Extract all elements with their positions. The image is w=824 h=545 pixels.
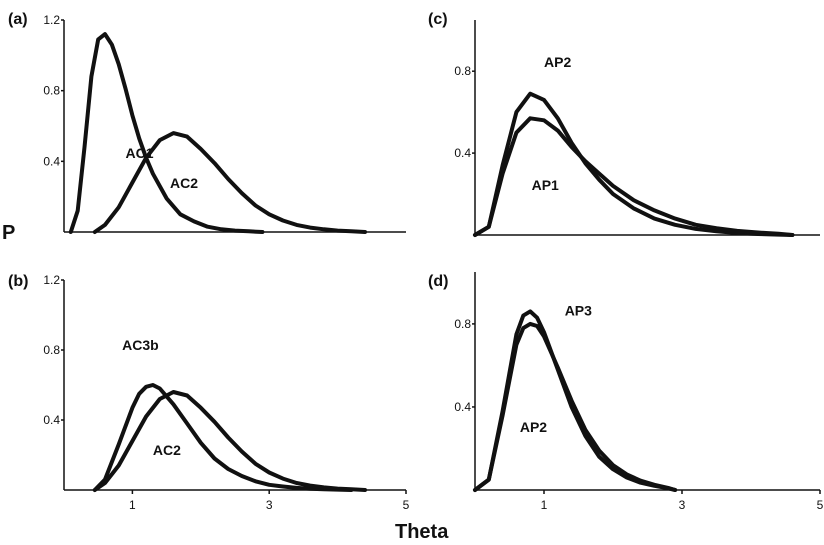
panel-a-y-tick-label: 0.4 <box>43 154 60 168</box>
panel-d-x-tick-label: 1 <box>541 498 548 512</box>
panel-c-y-tick-label: 0.8 <box>454 64 471 78</box>
panel-d-x-tick-label: 5 <box>817 498 824 512</box>
panel-a-curve-label: AC1 <box>126 145 154 161</box>
panel-b-y-tick-label: 1.2 <box>43 273 60 287</box>
panel-a-y-tick-label: 1.2 <box>43 13 60 27</box>
panel-d-series-ap2 <box>473 321 678 492</box>
panel-a-series-ac2 <box>92 131 367 234</box>
panel-b-curve-label: AC2 <box>153 442 181 458</box>
panel-c-label: (c) <box>428 11 448 28</box>
panel-b-series-ac3b <box>92 383 354 492</box>
panel-c-series-ap1 <box>473 116 795 237</box>
panel-b-y-tick-label: 0.8 <box>43 343 60 357</box>
panel-b-curve-label: AC3b <box>122 337 159 353</box>
panel-b-series-ac2 <box>92 390 367 492</box>
panel-a-curve-label: AC2 <box>170 175 198 191</box>
y-axis-title: P <box>2 222 15 244</box>
panel-d-y-tick-label: 0.4 <box>454 400 471 414</box>
panel-d-x-tick-label: 3 <box>679 498 686 512</box>
panel-c-curve-label: AP1 <box>532 177 559 193</box>
panel-c-y-tick-label: 0.4 <box>454 146 471 160</box>
panel-d-curve-label: AP3 <box>565 303 592 319</box>
panel-c-curve-label: AP2 <box>544 54 571 70</box>
panel-a-y-tick-label: 0.8 <box>43 84 60 98</box>
panel-d-curve-label: AP2 <box>520 419 547 435</box>
panel-b-x-tick-label: 1 <box>129 498 136 512</box>
panel-c-series-ap2 <box>473 91 795 237</box>
panel-d-y-tick-label: 0.8 <box>454 317 471 331</box>
panel-b-x-tick-label: 5 <box>403 498 410 512</box>
x-axis-title: Theta <box>395 521 449 543</box>
panel-b-label: (b) <box>8 273 28 290</box>
panel-a-label: (a) <box>8 11 28 28</box>
panel-b-x-tick-label: 3 <box>266 498 273 512</box>
panel-b-y-tick-label: 0.4 <box>43 413 60 427</box>
panel-a-series-ac1 <box>68 32 265 234</box>
panel-d-label: (d) <box>428 273 448 290</box>
